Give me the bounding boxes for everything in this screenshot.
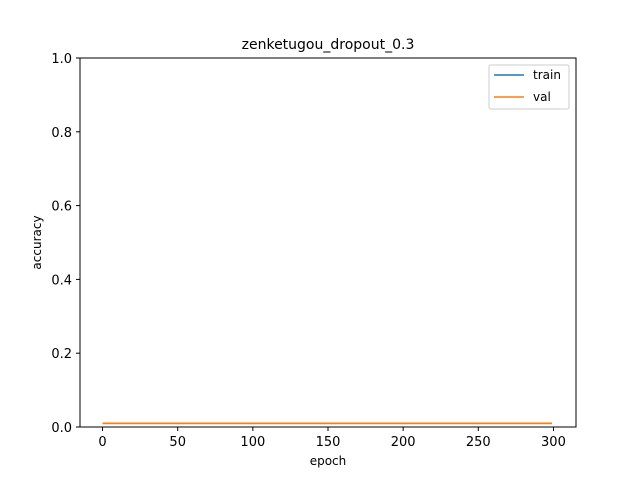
- x-tick-label: 0: [98, 435, 106, 450]
- chart-title: zenketugou_dropout_0.3: [242, 37, 415, 53]
- y-tick-label: 0.2: [51, 347, 72, 362]
- x-axis: 0 50 100 150 200 250 300: [98, 427, 566, 450]
- x-axis-label: epoch: [310, 454, 347, 468]
- x-tick-label: 150: [316, 435, 341, 450]
- y-tick-label: 0.8: [51, 126, 72, 141]
- x-tick-label: 250: [466, 435, 491, 450]
- legend-label-val: val: [533, 90, 551, 104]
- y-tick-label: 1.0: [51, 52, 72, 67]
- y-axis-label: accuracy: [30, 215, 44, 269]
- x-tick-label: 200: [391, 435, 416, 450]
- y-tick-label: 0.4: [51, 273, 72, 288]
- y-tick-label: 0.6: [51, 200, 72, 215]
- y-tick-label: 0.0: [51, 421, 72, 436]
- x-tick-label: 300: [541, 435, 566, 450]
- legend-box: [488, 64, 570, 110]
- y-axis: 0.0 0.2 0.4 0.6 0.8 1.0: [51, 52, 80, 436]
- x-tick-label: 100: [240, 435, 265, 450]
- x-tick-label: 50: [169, 435, 186, 450]
- legend-label-train: train: [533, 68, 561, 82]
- legend: train val: [488, 64, 570, 110]
